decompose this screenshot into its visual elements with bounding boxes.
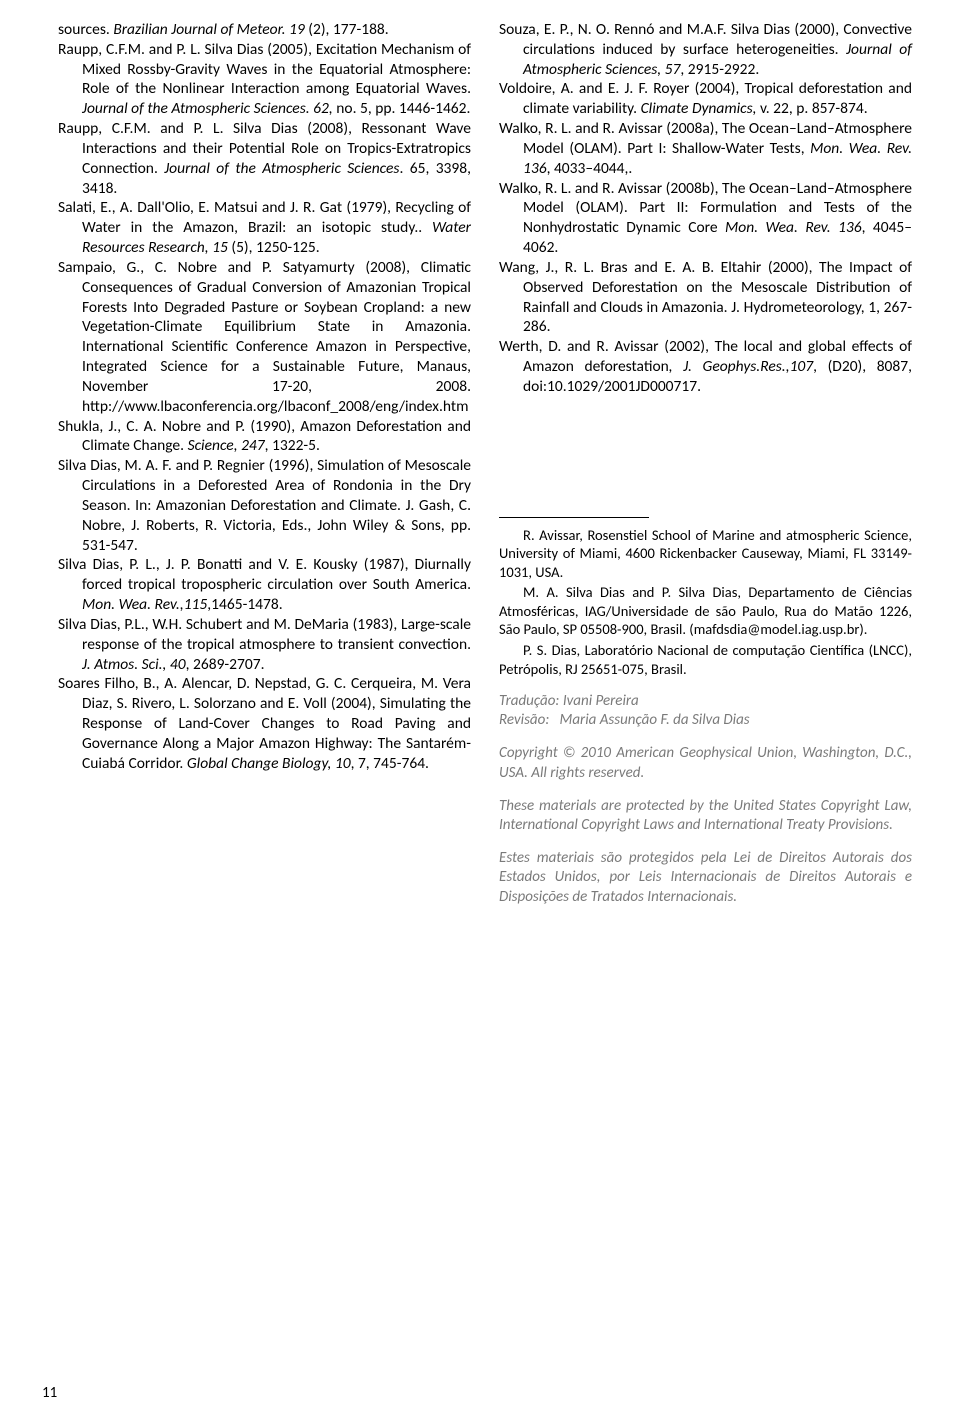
- copyright-notice: Copyright © 2010 American Geophysical Un…: [499, 744, 912, 782]
- separator-rule: [499, 517, 649, 518]
- right-column: Souza, E. P., N. O. Rennó and M.A.F. Sil…: [499, 20, 912, 907]
- reference-entry: Wang, J., R. L. Bras and E. A. B. Eltahi…: [499, 258, 912, 337]
- two-column-layout: sources. Brazilian Journal of Meteor. 19…: [58, 20, 912, 907]
- reference-entry: Werth, D. and R. Avissar (2002), The loc…: [499, 337, 912, 396]
- reference-entry: sources. Brazilian Journal of Meteor. 19…: [58, 20, 471, 40]
- reference-entry: Raupp, C.F.M. and P. L. Silva Dias (2008…: [58, 119, 471, 198]
- author-affiliation: M. A. Silva Dias and P. Silva Dias, Depa…: [499, 583, 912, 639]
- page-number: 11: [42, 1384, 57, 1403]
- reference-entry: Shukla, J., C. A. Nobre and P. (1990), A…: [58, 417, 471, 457]
- protection-notice-pt: Estes materiais são protegidos pela Lei …: [499, 849, 912, 907]
- left-column: sources. Brazilian Journal of Meteor. 19…: [58, 20, 471, 907]
- author-affiliation: P. S. Dias, Laboratório Nacional de comp…: [499, 641, 912, 678]
- reference-entry: Walko, R. L. and R. Avissar (2008a), The…: [499, 119, 912, 178]
- reference-entry: Silva Dias, P.L., W.H. Schubert and M. D…: [58, 615, 471, 674]
- protection-notice-en: These materials are protected by the Uni…: [499, 797, 912, 835]
- reference-entry: Silva Dias, M. A. F. and P. Regnier (199…: [58, 456, 471, 555]
- reference-entry: Salati, E., A. Dall'Olio, E. Matsui and …: [58, 198, 471, 257]
- author-affiliation: R. Avissar, Rosenstiel School of Marine …: [499, 526, 912, 582]
- reference-entry: Silva Dias, P. L., J. P. Bonatti and V. …: [58, 555, 471, 614]
- reference-entry: Voldoire, A. and E. J. F. Royer (2004), …: [499, 79, 912, 119]
- revision-line: Revisão: Maria Assunção F. da Silva Dias: [499, 711, 912, 730]
- reference-entry: Sampaio, G., C. Nobre and P. Satyamurty …: [58, 258, 471, 417]
- reference-entry: Souza, E. P., N. O. Rennó and M.A.F. Sil…: [499, 20, 912, 79]
- reference-entry: Raupp, C.F.M. and P. L. Silva Dias (2005…: [58, 40, 471, 119]
- reference-entry: Walko, R. L. and R. Avissar (2008b), The…: [499, 179, 912, 258]
- translator-line: Tradução: Ivani Pereira: [499, 692, 912, 711]
- reference-entry: Soares Filho, B., A. Alencar, D. Nepstad…: [58, 674, 471, 773]
- translation-credits: Tradução: Ivani PereiraRevisão: Maria As…: [499, 692, 912, 730]
